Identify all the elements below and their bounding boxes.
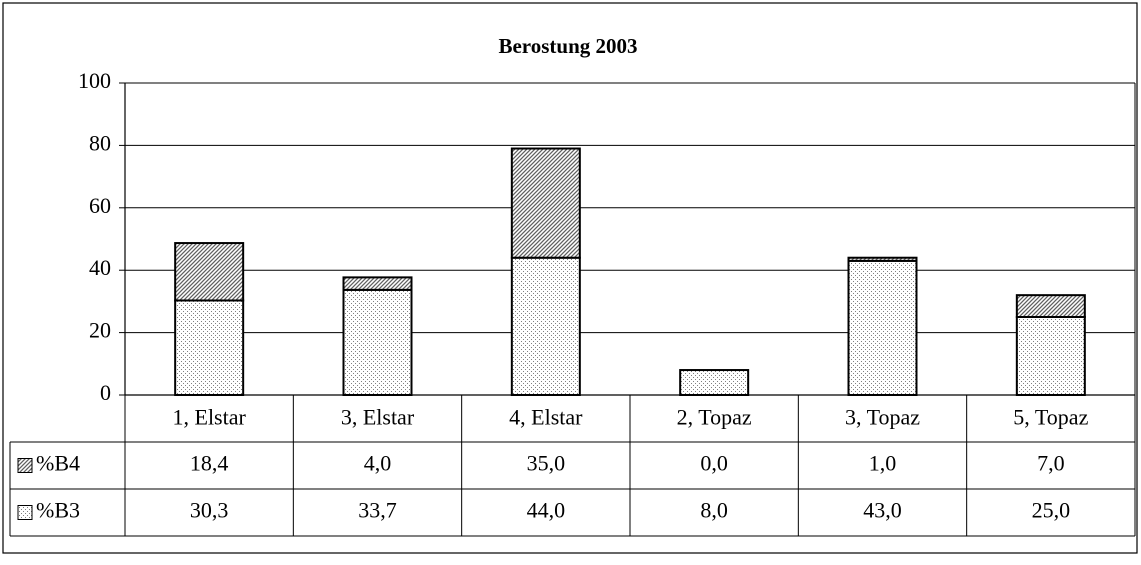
chart-title: Berostung 2003 bbox=[498, 34, 637, 58]
legend-label: %B4 bbox=[36, 451, 80, 476]
table-value: 44,0 bbox=[527, 498, 566, 523]
table-value: 30,3 bbox=[190, 498, 229, 523]
bar-segment bbox=[174, 299, 245, 396]
legend-key bbox=[17, 458, 33, 473]
x-tick-label: 1, Elstar bbox=[173, 405, 247, 430]
legend-label: %B3 bbox=[36, 498, 80, 523]
table-value: 0,0 bbox=[700, 451, 728, 476]
bar-segment bbox=[1015, 294, 1086, 319]
x-tick-label: 3, Elstar bbox=[341, 405, 415, 430]
table-value: 8,0 bbox=[700, 498, 728, 523]
table-value: 43,0 bbox=[863, 498, 902, 523]
x-tick-label: 3, Topaz bbox=[845, 405, 920, 430]
table-value: 18,4 bbox=[190, 451, 229, 476]
bar-segment bbox=[1015, 316, 1086, 396]
table-value: 1,0 bbox=[869, 451, 897, 476]
x-tick-label: 4, Elstar bbox=[509, 405, 583, 430]
y-tick-label: 40 bbox=[89, 255, 111, 280]
table-value: 4,0 bbox=[364, 451, 392, 476]
y-tick-label: 20 bbox=[89, 318, 111, 343]
y-tick-label: 80 bbox=[89, 130, 111, 155]
x-tick-label: 2, Topaz bbox=[677, 405, 752, 430]
bar-segment bbox=[174, 242, 245, 302]
bar-segment bbox=[342, 276, 413, 291]
y-tick-label: 100 bbox=[78, 68, 111, 93]
table-value: 33,7 bbox=[358, 498, 397, 523]
table-value: 25,0 bbox=[1032, 498, 1071, 523]
x-tick-label: 5, Topaz bbox=[1013, 405, 1088, 430]
table-value: 35,0 bbox=[527, 451, 566, 476]
bar-segment bbox=[510, 147, 581, 259]
bar-segment bbox=[510, 256, 581, 396]
bar-segment bbox=[847, 256, 918, 262]
legend-key bbox=[17, 505, 33, 520]
y-tick-label: 0 bbox=[100, 380, 111, 405]
table-value: 7,0 bbox=[1037, 451, 1065, 476]
y-tick-label: 60 bbox=[89, 193, 111, 218]
bar-segment bbox=[679, 369, 750, 397]
bar-segment bbox=[342, 288, 413, 396]
bar-segment bbox=[847, 259, 918, 396]
